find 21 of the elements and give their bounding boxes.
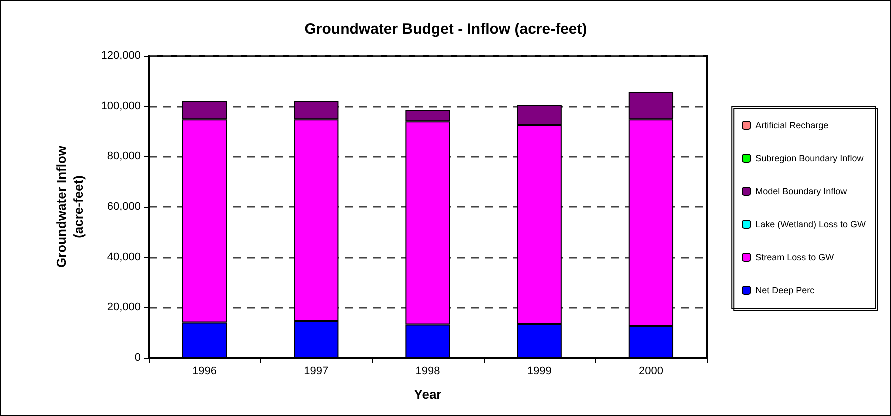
legend-label: Model Boundary Inflow xyxy=(756,186,848,196)
x-tick-label: 1998 xyxy=(416,366,440,378)
legend-label: Subregion Boundary Inflow xyxy=(756,154,864,164)
y-tick-label: 80,000 xyxy=(107,150,141,163)
chart-title: Groundwater Budget - Inflow (acre-feet) xyxy=(304,21,588,38)
y-axis-title: Groundwater Inflow (acre-feet) xyxy=(54,145,86,268)
y-tick-label: 60,000 xyxy=(107,201,141,213)
y-tick-label: 120,000 xyxy=(101,50,141,62)
y-tick-label: 100,000 xyxy=(101,100,141,112)
x-tick-label: 1999 xyxy=(527,366,552,378)
legend-label: Artificial Recharge xyxy=(756,120,829,130)
x-axis-title: Year xyxy=(414,387,442,402)
legend-label: Stream Loss to GW xyxy=(756,252,835,262)
x-tick-label: 1997 xyxy=(304,366,329,378)
x-tick-label: 1996 xyxy=(192,366,218,378)
legend-label: Lake (Wetland) Loss to GW xyxy=(756,220,867,230)
y-tick-label: 0 xyxy=(134,352,141,364)
x-tick-label: 2000 xyxy=(638,366,664,378)
legend-label: Net Deep Perc xyxy=(756,286,816,296)
y-tick-label: 40,000 xyxy=(107,251,141,264)
y-tick-label: 20,000 xyxy=(107,302,141,314)
